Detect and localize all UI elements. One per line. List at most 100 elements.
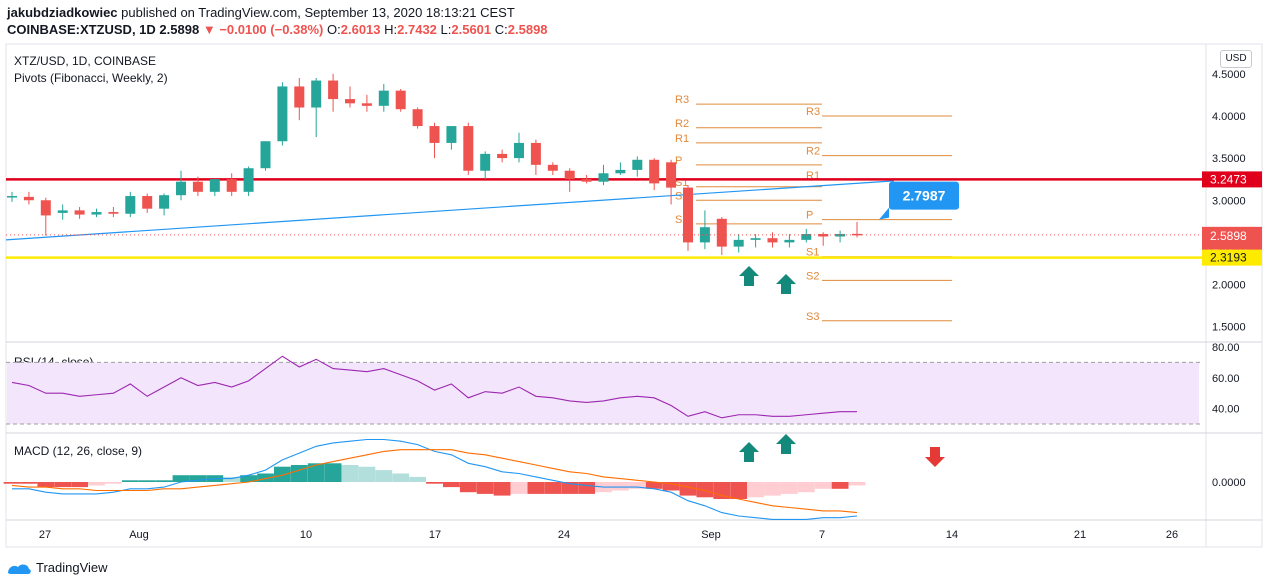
down-arrow-icon <box>925 447 945 467</box>
publisher-line: jakubdziadkowiec published on TradingVie… <box>7 5 515 20</box>
candle-body <box>446 126 457 143</box>
candle-body <box>159 195 170 209</box>
macd-histogram-bar <box>138 480 156 482</box>
macd-histogram-bar <box>71 482 88 488</box>
footer: TradingView <box>6 560 108 575</box>
candle-body <box>108 212 119 214</box>
macd-tick-label: 0.0000 <box>1212 477 1246 489</box>
price-tick-label: 4.5000 <box>1212 69 1246 81</box>
macd-histogram-bar <box>848 482 866 486</box>
macd-histogram-bar <box>37 482 55 488</box>
candle-body <box>514 142 524 159</box>
callout-pointer <box>879 207 889 220</box>
low-label: L: <box>440 22 452 37</box>
macd-histogram-bar <box>527 482 545 494</box>
callout-value: 2.7987 <box>903 188 946 204</box>
candle-body <box>57 210 68 213</box>
tradingview-logo-icon <box>8 564 31 574</box>
support-price-label: 2.3193 <box>1210 251 1247 265</box>
macd-line <box>12 438 858 520</box>
macd-histogram-bar <box>3 482 21 484</box>
close-value: 2.5898 <box>507 22 548 37</box>
pivot-label: P <box>675 155 682 167</box>
last-price: 2.5898 <box>159 22 200 37</box>
pivot-label: R2 <box>675 118 689 130</box>
footer-brand[interactable]: TradingView <box>36 560 108 575</box>
time-tick-label: 14 <box>946 529 958 541</box>
macd-histogram-bar <box>426 482 443 484</box>
candle-body <box>632 159 643 170</box>
macd-histogram-bar <box>544 482 562 494</box>
macd-histogram-bar <box>493 482 511 496</box>
macd-histogram-bar <box>155 480 173 482</box>
candle-body <box>463 126 474 171</box>
macd-histogram-bar <box>476 482 494 494</box>
open-value: 2.6013 <box>340 22 381 37</box>
pivot-label: R3 <box>675 94 689 106</box>
candle-body <box>23 196 34 201</box>
candle-body <box>311 80 322 108</box>
open-label: O: <box>327 22 341 37</box>
candle-body <box>125 196 136 214</box>
symbol-legend: XTZ/USD, 1D, COINBASE <box>14 54 156 68</box>
candle-body <box>192 181 203 192</box>
up-arrow-icon <box>739 442 759 462</box>
pivot-label: R3 <box>806 106 820 118</box>
candle-body <box>733 239 744 247</box>
macd-histogram-bar <box>307 463 325 482</box>
candle-body <box>716 218 727 247</box>
macd-histogram-bar <box>662 482 680 491</box>
price-tick-label: 1.5000 <box>1212 322 1246 334</box>
macd-histogram-bar <box>358 466 376 482</box>
candle-body <box>395 90 406 110</box>
macd-histogram-bar <box>324 463 342 482</box>
chart-frame <box>5 43 1263 548</box>
macd-histogram-bar <box>612 482 629 491</box>
resistance-price-label-bg <box>1202 171 1262 188</box>
rsi-tick-label: 40.00 <box>1212 404 1240 416</box>
candle-body <box>209 179 220 192</box>
author-name[interactable]: jakubdziadkowiec <box>7 5 118 20</box>
pivot-label: S3 <box>806 311 819 323</box>
pivot-label: R1 <box>675 133 689 145</box>
time-tick-label: 26 <box>1166 529 1178 541</box>
macd-histogram-bar <box>814 482 832 489</box>
macd-histogram-bar <box>747 482 764 498</box>
candle-body <box>547 164 558 171</box>
macd-legend: MACD (12, 26, close, 9) <box>14 444 142 458</box>
signal-line <box>11 449 858 514</box>
rsi-band <box>7 362 1199 424</box>
candle-body <box>277 86 288 142</box>
candle-body <box>852 233 862 236</box>
high-label: H: <box>384 22 398 37</box>
macd-histogram-bar <box>274 466 291 482</box>
macd-histogram-bar <box>375 470 393 482</box>
macd-histogram-bar <box>645 482 663 489</box>
price-tick-label: 3.0000 <box>1212 195 1246 207</box>
rsi-tick-label: 80.00 <box>1212 342 1240 354</box>
candle-body <box>345 99 355 104</box>
macd-histogram-bar <box>257 473 274 482</box>
time-tick-label: 17 <box>429 529 441 541</box>
candle-body <box>176 181 186 196</box>
candle-body <box>429 126 440 143</box>
candle-body <box>615 169 626 174</box>
candle-body <box>598 173 609 182</box>
macd-histogram-bar <box>730 482 748 499</box>
macd-histogram-bar <box>392 473 410 482</box>
close-label: C: <box>494 22 508 37</box>
published-text: published on TradingView.com, September … <box>121 5 515 20</box>
up-arrow-icon <box>739 266 759 286</box>
pivots-legend: Pivots (Fibonacci, Weekly, 2) <box>14 71 168 85</box>
currency-button[interactable]: USD <box>1220 50 1252 68</box>
time-tick-label: Aug <box>129 529 149 541</box>
macd-histogram-bar <box>105 482 122 484</box>
macd-histogram-bar <box>20 482 38 484</box>
time-tick-label: 24 <box>558 529 570 541</box>
macd-histogram-bar <box>578 482 595 494</box>
candle-body <box>497 153 508 159</box>
macd-histogram-bar <box>409 476 426 482</box>
pivot-label: P <box>806 210 813 222</box>
candle-body <box>666 162 677 188</box>
